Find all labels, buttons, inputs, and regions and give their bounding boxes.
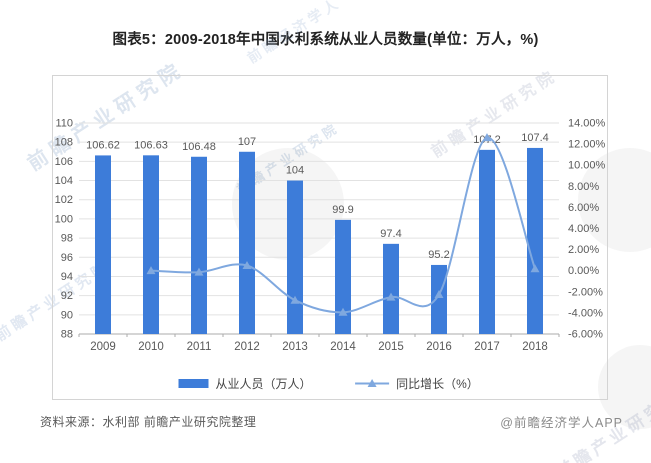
svg-text:104: 104 [286,165,304,177]
source-note: 资料来源：水利部 前瞻产业研究院整理 [40,415,257,429]
svg-text:6.00%: 6.00% [568,202,599,214]
svg-text:10.00%: 10.00% [568,160,606,172]
svg-text:100: 100 [55,213,73,225]
svg-text:94: 94 [61,271,73,283]
svg-text:92: 92 [61,290,73,302]
svg-text:2017: 2017 [474,341,500,353]
svg-text:14.00%: 14.00% [568,118,606,130]
svg-text:106.62: 106.62 [86,139,120,151]
svg-text:90: 90 [61,309,73,321]
svg-text:0.00%: 0.00% [568,265,599,277]
svg-text:106: 106 [55,156,73,168]
svg-text:106.48: 106.48 [182,141,216,153]
svg-text:-2.00%: -2.00% [568,286,603,298]
svg-text:99.9: 99.9 [332,204,353,216]
svg-text:-4.00%: -4.00% [568,307,603,319]
svg-text:104: 104 [55,175,73,187]
svg-text:88: 88 [61,329,73,341]
svg-text:106.63: 106.63 [134,139,168,151]
svg-text:2018: 2018 [522,341,548,353]
svg-text:2012: 2012 [234,341,260,353]
svg-text:2013: 2013 [282,341,308,353]
chart-area: 110 108 106 104 102 100 98 96 94 92 90 88 14.00% 12.0… [52,75,608,400]
svg-text:2.00%: 2.00% [568,244,599,256]
svg-text:2011: 2011 [187,341,212,353]
svg-text:107.4: 107.4 [521,132,549,144]
svg-text:同比增长（%）: 同比增长（%） [396,377,479,391]
svg-text:108: 108 [55,137,73,149]
combo-chart: 110 108 106 104 102 100 98 96 94 92 90 88 14.00% 12.0… [55,118,606,392]
svg-text:110: 110 [55,118,73,130]
svg-text:102: 102 [55,194,73,206]
svg-text:4.00%: 4.00% [568,223,599,235]
svg-text:-6.00%: -6.00% [568,329,603,341]
svg-text:2014: 2014 [330,341,356,353]
svg-text:2016: 2016 [426,341,452,353]
svg-text:12.00%: 12.00% [568,139,606,151]
svg-text:96: 96 [61,252,73,264]
svg-text:2009: 2009 [90,341,116,353]
svg-text:97.4: 97.4 [380,228,401,240]
svg-text:107: 107 [238,136,256,148]
svg-text:2010: 2010 [138,341,164,353]
chart-title: 图表5：2009-2018年中国水利系统从业人员数量(单位：万人，%) [112,32,539,48]
svg-text:从业人员（万人）: 从业人员（万人） [216,377,312,391]
svg-text:95.2: 95.2 [428,249,449,261]
credit-note: @前瞻经济学人APP [500,416,623,430]
svg-text:98: 98 [61,233,73,245]
svg-text:8.00%: 8.00% [568,181,599,193]
svg-text:2015: 2015 [378,341,404,353]
